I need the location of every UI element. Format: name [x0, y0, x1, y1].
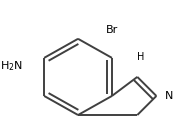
Text: N: N [165, 91, 173, 101]
Text: H$_2$N: H$_2$N [0, 59, 23, 73]
Text: H: H [137, 52, 145, 62]
Text: Br: Br [106, 25, 118, 35]
